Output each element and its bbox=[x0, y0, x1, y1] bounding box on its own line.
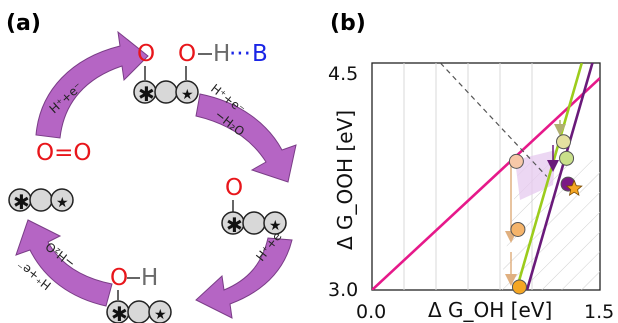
cycle-arrow-bottom-right bbox=[195, 237, 293, 319]
star-marker bbox=[565, 179, 583, 196]
cycle-arrows bbox=[15, 30, 297, 319]
data-point-0 bbox=[508, 153, 524, 169]
o2-molecule: O=O bbox=[36, 140, 91, 166]
base-label: B bbox=[252, 41, 268, 67]
data-point-3 bbox=[556, 134, 572, 150]
svg-text:✱: ✱ bbox=[13, 190, 30, 214]
svg-text:★: ★ bbox=[181, 87, 194, 103]
series-line-2 bbox=[525, 63, 594, 290]
y-tick-bottom: 3.0 bbox=[328, 279, 358, 301]
right-oxygen: O bbox=[225, 175, 243, 201]
cycle-arrow-top-left bbox=[35, 30, 149, 139]
top-oxygen: O bbox=[137, 41, 155, 67]
y-axis-label: Δ G_OOH [eV] bbox=[333, 110, 357, 250]
svg-text:✱: ✱ bbox=[138, 82, 155, 106]
points-layer bbox=[508, 134, 583, 295]
svg-text:✱: ✱ bbox=[226, 213, 243, 237]
bottom-hydrogen: H bbox=[141, 265, 158, 291]
cycle-arrow-bottom-left bbox=[15, 219, 113, 307]
hydroxyl-catalyst: O H ✱ ★ bbox=[106, 265, 172, 323]
svg-text:★: ★ bbox=[269, 218, 282, 234]
bottom-oxygen: O bbox=[110, 265, 128, 291]
data-point-4 bbox=[559, 150, 575, 166]
series-line-1 bbox=[515, 63, 584, 290]
x-tick-left: 0.0 bbox=[356, 301, 386, 323]
svg-text:✱: ✱ bbox=[111, 302, 128, 323]
x-tick-right: 1.5 bbox=[584, 301, 614, 323]
panel-b-label: (b) bbox=[330, 11, 366, 36]
top-catalyst: O O H ··· B ✱ ★ bbox=[133, 41, 268, 106]
top-hydrogen: H bbox=[213, 41, 230, 67]
svg-text:★: ★ bbox=[56, 195, 69, 211]
hydrogen-bond-dots: ··· bbox=[229, 41, 251, 67]
data-point-1 bbox=[510, 221, 526, 237]
data-point-2 bbox=[511, 279, 527, 295]
scatter-chart bbox=[371, 62, 601, 295]
series-layer bbox=[372, 63, 600, 290]
y-tick-top: 4.5 bbox=[328, 63, 358, 85]
x-axis-label: Δ G_OH [eV] bbox=[428, 298, 552, 322]
top-oh-oxygen: O bbox=[178, 41, 196, 67]
bare-catalyst: ✱ ★ bbox=[8, 188, 74, 214]
svg-text:★: ★ bbox=[154, 307, 167, 323]
series-line-3 bbox=[439, 63, 548, 177]
cycle-arrow-top-right bbox=[195, 93, 297, 183]
panel-a-label: (a) bbox=[6, 11, 41, 36]
series-line-0 bbox=[372, 77, 600, 290]
oxo-catalyst: O ✱ ★ bbox=[221, 175, 287, 237]
